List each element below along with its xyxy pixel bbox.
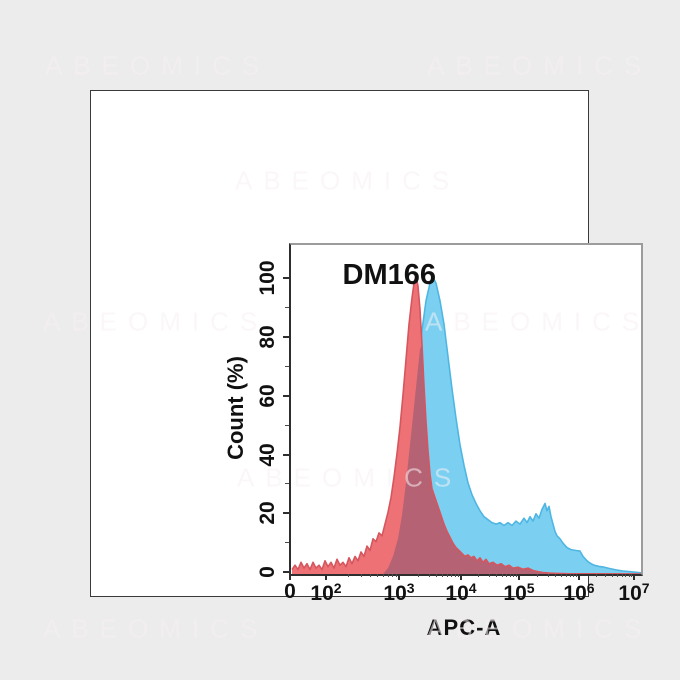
y-major-tick: [283, 453, 289, 456]
x-minor-tick: [488, 574, 490, 577]
x-tick-label: 105: [503, 580, 535, 605]
x-minor-tick: [417, 574, 419, 577]
x-tick-label: 107: [618, 580, 650, 605]
y-minor-tick: [285, 365, 289, 367]
x-minor-tick: [537, 574, 539, 577]
x-major-tick: [518, 574, 520, 580]
sample-label: DM166: [342, 259, 437, 291]
product-image-card: DM166 0 20 40 60 80 100 0 102 103 104 105 106 107 C…: [90, 90, 650, 640]
blue-curve-outline: [382, 276, 641, 574]
y-tick-label: 80: [256, 325, 279, 349]
y-major-tick: [283, 277, 289, 280]
y-tick-label: 0: [256, 566, 279, 578]
x-minor-tick: [395, 574, 397, 577]
x-minor-tick: [565, 574, 567, 577]
y-tick-label: 20: [256, 501, 279, 525]
histogram-svg: [291, 275, 641, 574]
y-major-tick: [283, 512, 289, 515]
x-minor-tick: [547, 574, 549, 577]
x-minor-tick: [569, 574, 571, 577]
x-minor-tick: [369, 574, 371, 577]
y-minor-tick: [285, 542, 289, 544]
x-minor-tick: [447, 574, 449, 577]
x-minor-tick: [510, 574, 512, 577]
x-minor-tick: [595, 574, 597, 577]
x-minor-tick: [506, 574, 508, 577]
x-minor-tick: [454, 574, 456, 577]
x-minor-tick: [347, 574, 349, 577]
x-minor-tick: [605, 574, 607, 577]
x-tick-label: 0: [284, 580, 296, 603]
x-minor-tick: [442, 574, 444, 577]
y-minor-tick: [285, 307, 289, 309]
x-tick-label: 102: [310, 580, 342, 605]
x-minor-tick: [573, 574, 575, 577]
y-minor-tick: [285, 483, 289, 485]
x-major-tick: [289, 574, 291, 580]
watermark-text: ABEOMICS: [43, 613, 269, 644]
x-minor-tick: [382, 574, 384, 577]
y-major-tick: [283, 571, 289, 573]
x-minor-tick: [625, 574, 627, 577]
x-minor-tick: [458, 574, 460, 577]
y-major-tick: [283, 394, 289, 397]
x-axis-title: APC-A: [426, 615, 502, 640]
x-tick-label: 104: [445, 580, 477, 605]
x-minor-tick: [501, 574, 503, 577]
x-major-tick: [398, 574, 400, 580]
x-minor-tick: [436, 574, 438, 577]
x-minor-tick: [560, 574, 562, 577]
y-tick-label: 60: [256, 384, 279, 408]
x-minor-tick: [377, 574, 379, 577]
x-minor-tick: [631, 574, 633, 577]
x-minor-tick: [555, 574, 557, 577]
x-minor-tick: [576, 574, 578, 577]
x-minor-tick: [612, 574, 614, 577]
x-major-tick: [633, 574, 635, 580]
x-minor-tick: [621, 574, 623, 577]
x-minor-tick: [451, 574, 453, 577]
y-axis-title: Count (%): [223, 356, 248, 460]
x-major-tick: [460, 574, 462, 580]
x-minor-tick: [360, 574, 362, 577]
x-minor-tick: [516, 574, 518, 577]
x-minor-tick: [513, 574, 515, 577]
x-major-tick: [325, 574, 327, 580]
blue-curve-fill: [383, 277, 641, 574]
y-minor-tick: [285, 424, 289, 426]
x-minor-tick: [391, 574, 393, 577]
y-major-tick: [283, 336, 289, 338]
x-tick-label: 106: [563, 580, 595, 605]
y-tick-label: 40: [256, 442, 279, 467]
watermark-text: ABEOMICS: [45, 50, 271, 81]
x-minor-tick: [495, 574, 497, 577]
x-minor-tick: [428, 574, 430, 577]
plot-area: [289, 243, 643, 576]
x-major-tick: [578, 574, 580, 580]
y-tick-label: 100: [256, 260, 279, 296]
x-minor-tick: [617, 574, 619, 577]
watermark-text: ABEOMICS: [427, 50, 653, 81]
x-tick-label: 103: [383, 580, 415, 605]
x-minor-tick: [387, 574, 389, 577]
x-minor-tick: [478, 574, 480, 577]
red-curve-outline: [291, 275, 641, 574]
x-minor-tick: [628, 574, 630, 577]
